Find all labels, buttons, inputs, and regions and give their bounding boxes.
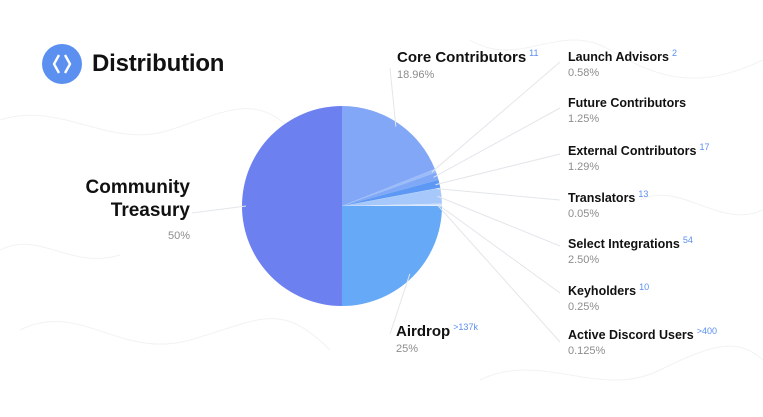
slice-label: Launch Advisors 2 0.58% bbox=[568, 48, 677, 79]
pie-slice-select-integrations bbox=[342, 188, 442, 206]
slice-label-name: Keyholders 10 bbox=[568, 282, 650, 299]
leader-line bbox=[437, 204, 561, 294]
slice-label-count: 13 bbox=[638, 189, 649, 199]
slice-label-count: >400 bbox=[696, 326, 718, 336]
slice-label-count: 11 bbox=[529, 48, 539, 58]
slice-label-name: Select Integrations 54 bbox=[568, 235, 693, 252]
leader-line bbox=[191, 205, 247, 214]
slice-label: Airdrop >137k 25% bbox=[396, 322, 478, 355]
slice-label-count: 10 bbox=[639, 282, 650, 292]
slice-label-name: Core Contributors 11 bbox=[397, 48, 539, 66]
pie-slice-core-contributors bbox=[342, 106, 435, 206]
slice-label-name: Translators 13 bbox=[568, 189, 649, 206]
slice-label-percent: 0.58% bbox=[568, 67, 600, 80]
ens-logo-icon bbox=[42, 44, 82, 84]
leader-line bbox=[389, 273, 411, 335]
slice-label-percent: 2.50% bbox=[568, 254, 600, 267]
slice-label-percent: 1.25% bbox=[568, 113, 600, 125]
slice-label: Community Treasury 50% bbox=[60, 176, 191, 242]
slice-label-percent: 1.29% bbox=[568, 161, 600, 174]
slice-label: External Contributors 17 1.29% bbox=[568, 142, 710, 173]
slice-label: Future Contributors 1.25% bbox=[568, 96, 686, 125]
header: Distribution bbox=[42, 44, 224, 84]
pie-slice-external-contributors bbox=[342, 179, 441, 206]
slice-label-name: Community Treasury bbox=[85, 177, 191, 221]
slice-label-count: >137k bbox=[453, 322, 478, 332]
slice-label-percent: 25% bbox=[396, 343, 419, 355]
leader-line bbox=[431, 61, 561, 173]
slice-label-percent: 0.25% bbox=[568, 301, 600, 314]
slice-label-name: Future Contributors bbox=[568, 96, 687, 110]
slice-label-count: 2 bbox=[671, 48, 677, 58]
slice-label-count: 54 bbox=[682, 235, 693, 245]
leader-line bbox=[436, 188, 561, 201]
pie-slice-active-discord-users bbox=[342, 205, 442, 207]
pie-slice-airdrop bbox=[341, 206, 442, 307]
slice-label: Active Discord Users >400 0.125% bbox=[568, 326, 717, 357]
slice-label-count: 17 bbox=[699, 142, 710, 152]
pie-slice-keyholders bbox=[342, 203, 442, 206]
slice-label-name: Launch Advisors 2 bbox=[568, 48, 677, 65]
slice-label-name: External Contributors 17 bbox=[568, 142, 710, 159]
slice-label-name: Airdrop >137k bbox=[396, 322, 478, 340]
slice-label-percent: 0.05% bbox=[568, 208, 600, 221]
leader-line bbox=[435, 153, 561, 186]
slice-label-percent: 0.125% bbox=[568, 345, 606, 358]
slice-label: Translators 13 0.05% bbox=[568, 189, 648, 220]
leader-line bbox=[437, 195, 561, 247]
slice-label: Select Integrations 54 2.50% bbox=[568, 235, 693, 266]
slice-label-percent: 50% bbox=[167, 230, 190, 242]
leader-line bbox=[389, 67, 397, 127]
slice-label-name: Active Discord Users >400 bbox=[568, 326, 718, 343]
slice-label-percent: 18.96% bbox=[397, 69, 435, 81]
pie-slice-launch-advisors bbox=[342, 168, 437, 206]
pie-slice-future-contributors bbox=[342, 172, 439, 206]
leader-line bbox=[437, 205, 561, 343]
pie-slice-translators bbox=[342, 187, 441, 206]
leader-line bbox=[433, 107, 561, 178]
slice-label: Core Contributors 11 18.96% bbox=[397, 48, 539, 81]
slice-label: Keyholders 10 0.25% bbox=[568, 282, 649, 313]
page-title: Distribution bbox=[92, 50, 225, 77]
pie-slice-community-treasury bbox=[242, 106, 342, 306]
